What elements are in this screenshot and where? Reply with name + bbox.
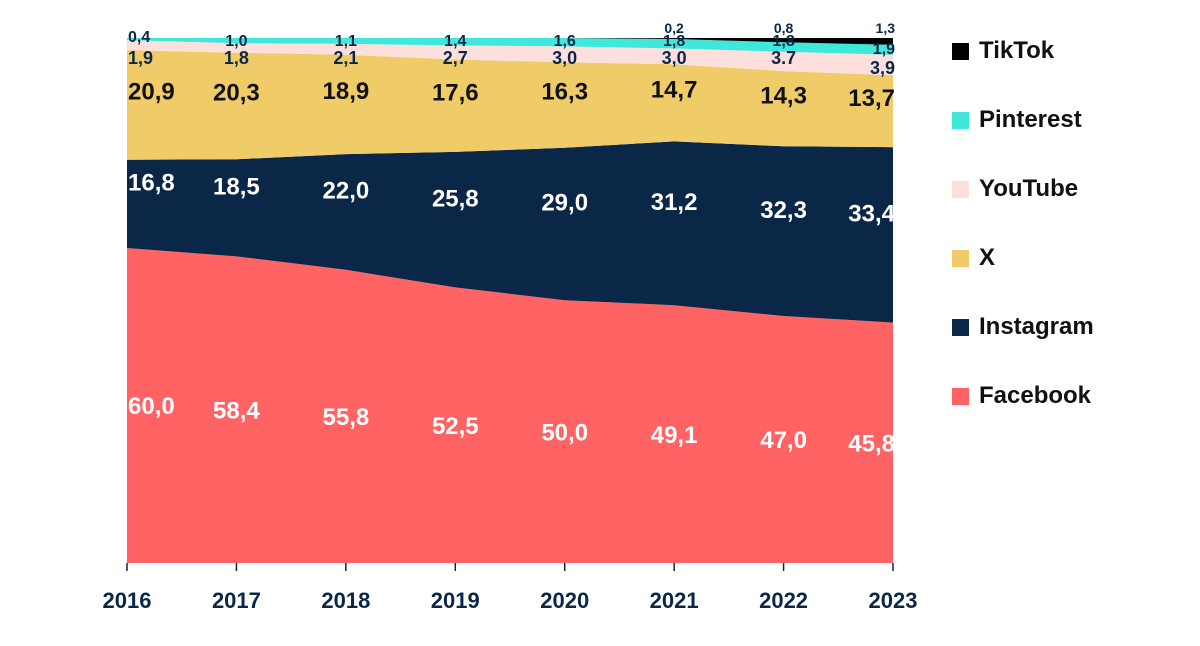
legend-item-pinterest: Pinterest [952, 105, 1082, 135]
value-label-youtube-2021: 3,0 [662, 48, 687, 68]
value-label-x-2017: 20,3 [213, 80, 260, 107]
value-label-x-2019: 17,6 [432, 79, 479, 106]
value-labels: 60,0 58,4 55,8 52,5 50,0 49,1 47,0 45,8 16,8 18,5… [128, 20, 896, 457]
x-tick-label-2020: 2020 [540, 588, 589, 613]
x-tick-label-2018: 2018 [321, 588, 370, 613]
legend-label-x: X [979, 244, 996, 271]
legend-label-pinterest: Pinterest [979, 106, 1082, 133]
x-tick-label-2022: 2022 [759, 588, 808, 613]
value-label-pinterest-2017: 1,0 [225, 33, 247, 50]
value-label-pinterest-2016: 0,4 [128, 29, 150, 46]
value-label-youtube-2022: 3.7 [771, 48, 796, 68]
legend-item-facebook: Facebook [952, 381, 1091, 411]
legend-swatch-instagram [952, 318, 969, 336]
value-label-instagram-2020: 29,0 [541, 190, 588, 217]
value-label-tiktok-2023: 1,3 [876, 20, 896, 36]
area-youtube [127, 40, 893, 76]
value-label-youtube-2016: 1,9 [128, 48, 153, 68]
value-label-pinterest-2018: 1,1 [335, 33, 357, 50]
legend-swatch-facebook [952, 387, 969, 405]
value-label-facebook-2018: 55,8 [323, 404, 370, 431]
value-label-x-2022: 14,3 [760, 82, 807, 109]
value-label-youtube-2017: 1,8 [224, 48, 249, 68]
legend-label-youtube: YouTube [979, 175, 1079, 202]
area-tiktok [127, 38, 893, 45]
value-label-youtube-2023: 3,9 [870, 58, 895, 78]
legend-item-tiktok: TikTok [952, 36, 1054, 66]
area-layers [127, 38, 893, 563]
value-label-x-2021: 14,7 [651, 77, 698, 104]
x-axis: 2016 2017 2018 2019 2020 2021 2022 2023 [103, 563, 918, 613]
value-label-facebook-2021: 49,1 [651, 422, 698, 449]
value-label-instagram-2018: 22,0 [323, 178, 370, 205]
legend-label-tiktok: TikTok [979, 37, 1055, 64]
value-label-instagram-2022: 32,3 [760, 197, 807, 224]
legend-swatch-youtube [952, 180, 969, 198]
x-tick-label-2021: 2021 [650, 588, 699, 613]
value-label-instagram-2017: 18,5 [213, 174, 260, 201]
value-label-youtube-2018: 2,1 [333, 48, 358, 68]
value-label-instagram-2023: 33,4 [848, 201, 895, 228]
value-label-instagram-2016: 16,8 [128, 170, 175, 197]
legend-item-x: X [952, 243, 995, 273]
x-tick-label-2017: 2017 [212, 588, 261, 613]
value-label-instagram-2021: 31,2 [651, 189, 698, 216]
value-label-x-2018: 18,9 [323, 78, 370, 105]
value-label-pinterest-2021: 1,8 [663, 33, 685, 50]
value-label-instagram-2019: 25,8 [432, 185, 479, 212]
legend-swatch-pinterest [952, 111, 969, 129]
area-pinterest [127, 38, 893, 55]
value-label-pinterest-2020: 1,6 [554, 33, 576, 50]
value-label-pinterest-2023: 1,9 [873, 41, 895, 58]
x-tick-label-2023: 2023 [869, 588, 918, 613]
value-label-tiktok-2021: 0,2 [664, 20, 684, 36]
value-label-x-2023: 13,7 [848, 85, 895, 112]
value-label-facebook-2019: 52,5 [432, 413, 479, 440]
value-label-youtube-2020: 3,0 [552, 48, 577, 68]
value-label-x-2020: 16,3 [541, 79, 588, 106]
legend-swatch-x [952, 249, 969, 267]
legend-swatch-tiktok [952, 42, 969, 60]
area-instagram [127, 141, 893, 323]
area-facebook [127, 248, 893, 563]
value-label-x-2016: 20,9 [128, 79, 175, 106]
value-label-facebook-2020: 50,0 [541, 419, 588, 446]
legend-label-facebook: Facebook [979, 382, 1092, 409]
area-x [127, 50, 893, 160]
value-label-pinterest-2022: 1,8 [772, 33, 794, 50]
x-tick-label-2019: 2019 [431, 588, 480, 613]
value-label-pinterest-2019: 1,4 [444, 33, 466, 50]
value-label-facebook-2016: 60,0 [128, 393, 175, 420]
legend-label-instagram: Instagram [979, 313, 1094, 340]
value-label-tiktok-2022: 0,8 [774, 20, 794, 36]
value-label-facebook-2017: 58,4 [213, 397, 260, 424]
value-label-facebook-2022: 47,0 [760, 427, 807, 454]
value-label-facebook-2023: 45,8 [848, 430, 895, 457]
legend-item-instagram: Instagram [952, 312, 1094, 342]
x-tick-label-2016: 2016 [103, 588, 152, 613]
value-label-youtube-2019: 2,7 [443, 48, 468, 68]
legend-item-youtube: YouTube [952, 174, 1078, 204]
